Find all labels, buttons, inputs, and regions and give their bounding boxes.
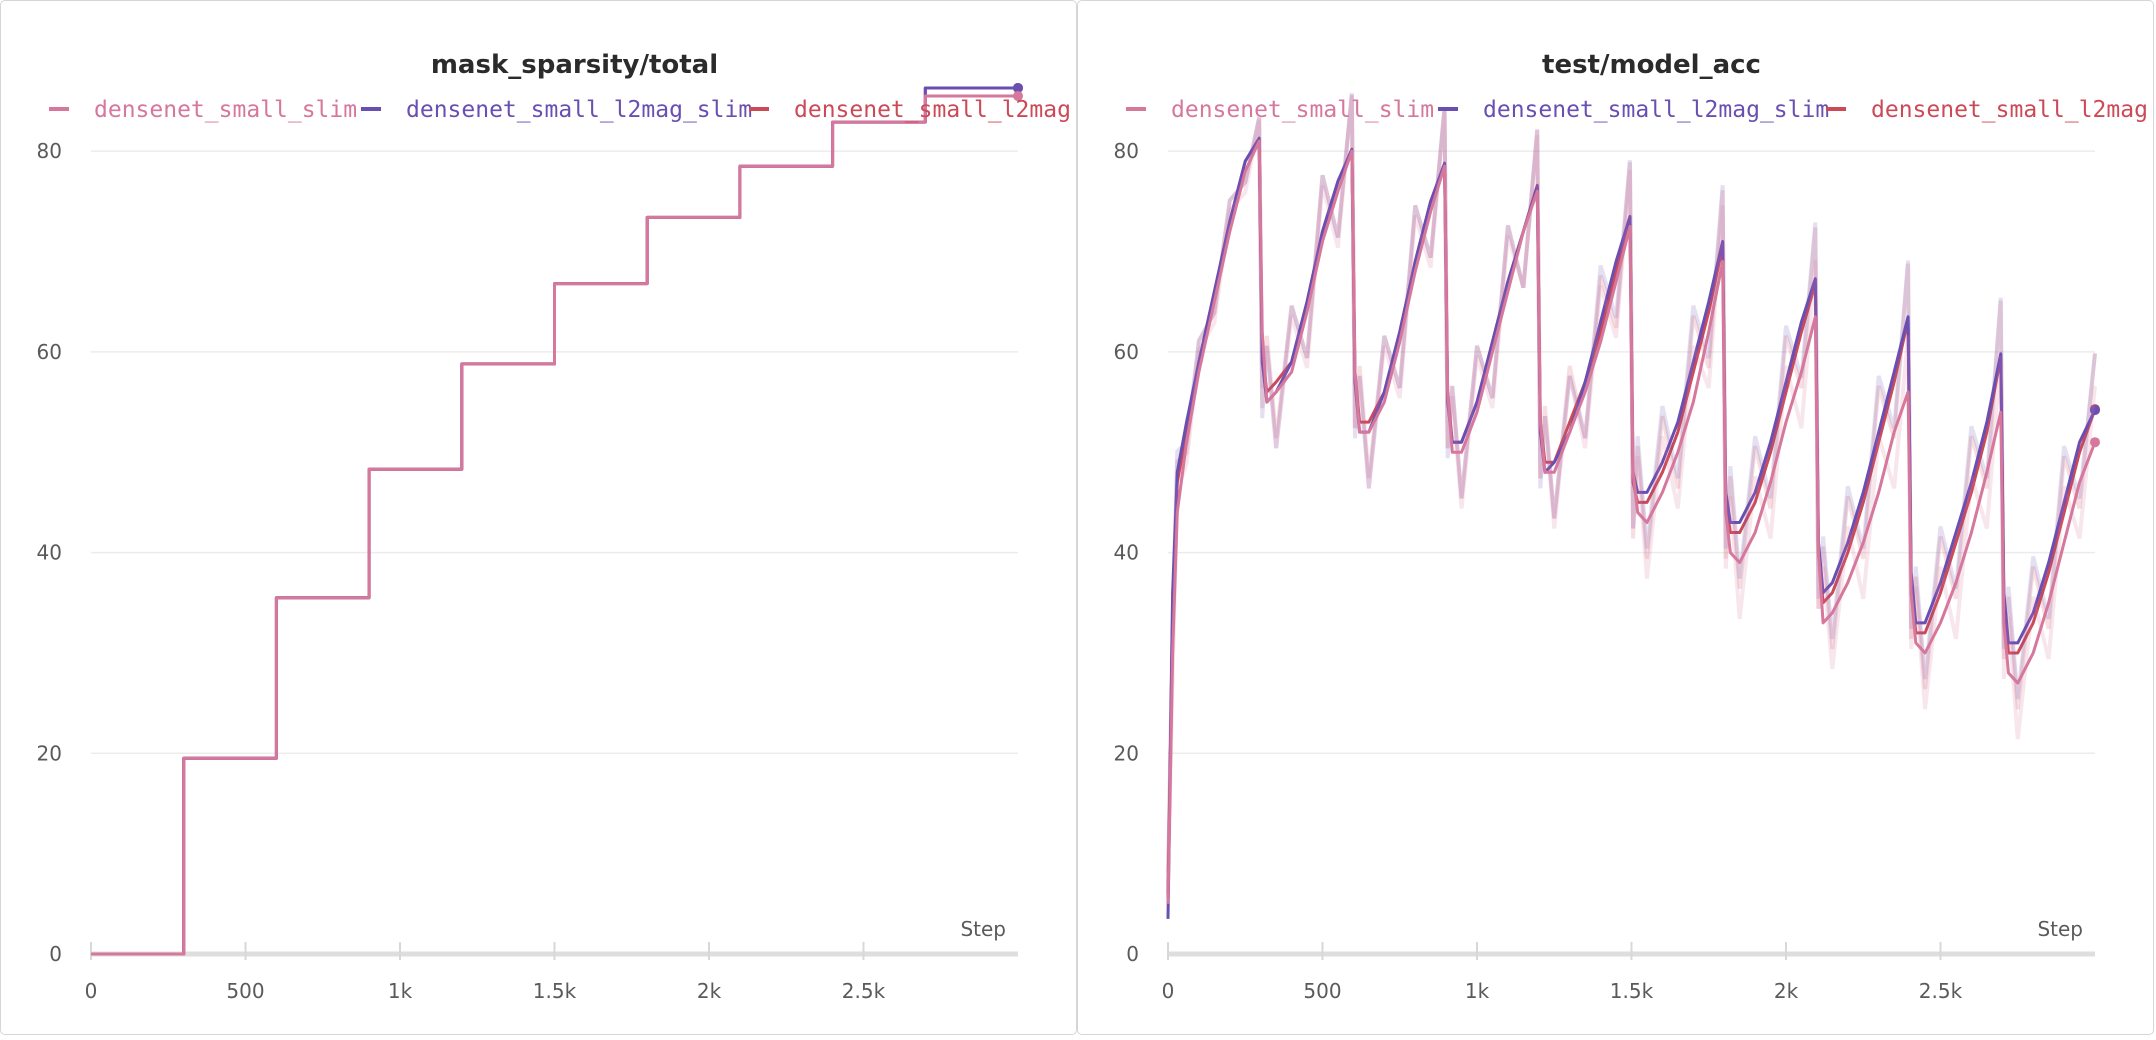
x-tick-label: 2k (697, 979, 722, 1003)
x-tick-label: 1.5k (533, 979, 577, 1003)
y-tick-label: 20 (37, 741, 62, 765)
series-end-point-densenet-small-l2mag-slim (1013, 82, 1023, 93)
series-line-densenet-small-slim (1166, 139, 2097, 904)
series-raw-densenet-small-l2mag-slim (1166, 92, 2097, 898)
y-tick-label: 20 (1114, 741, 1139, 765)
x-axis-label: Step (960, 917, 1006, 941)
x-tick-label: 500 (226, 979, 264, 1003)
x-tick-label: 1k (1465, 979, 1490, 1003)
series-end-point-densenet-small-l2mag-slim (2090, 405, 2100, 416)
chart-panel-mask-sparsity[interactable]: mask_sparsity/total 0 20 40 60 80 0 500 1k 1.5k 2k… (0, 0, 1077, 1035)
legend-label-densenet-small-l2mag-slim: densenet_small_l2mag_slim (1483, 97, 1829, 123)
x-axis-label: Step (2037, 917, 2083, 941)
x-tick-label: 1.5k (1610, 979, 1654, 1003)
x-tick-label: 0 (1162, 979, 1175, 1003)
x-tick-label: 0 (85, 979, 98, 1003)
x-tick-label: 2.5k (842, 979, 886, 1003)
legend-label-densenet-small-slim: densenet_small_slim (94, 97, 357, 123)
chart-title: mask_sparsity/total (431, 50, 718, 80)
series-line-densenet-small-l2mag (91, 86, 1018, 956)
x-tick-label: 2.5k (1919, 979, 1963, 1003)
series-line-densenet-small-slim (91, 94, 1018, 956)
chart-svg: mask_sparsity/total 0 20 40 60 80 0 500 1k 1.5k 2k… (37, 50, 1071, 1003)
legend-label-densenet-small-l2mag: densenet_small_l2mag (794, 97, 1071, 123)
series-end-point-densenet-small-slim (1013, 90, 1023, 101)
series-raw-densenet-small-slim (1166, 94, 2097, 883)
y-tick-label: 80 (37, 139, 62, 163)
y-tick-label: 60 (1114, 340, 1139, 364)
x-tick-label: 1k (388, 979, 413, 1003)
legend-label-densenet-small-slim: densenet_small_slim (1171, 97, 1434, 123)
y-tick-label: 40 (37, 541, 62, 565)
y-tick-label: 40 (1114, 541, 1139, 565)
x-tick-label: 500 (1303, 979, 1341, 1003)
series-line-densenet-small-l2mag-slim (91, 86, 1018, 956)
series-end-point-densenet-small-slim (2090, 437, 2100, 448)
y-tick-label: 60 (37, 340, 62, 364)
series-line-densenet-small-l2mag-slim (1166, 136, 2097, 919)
chart-title: test/model_acc (1542, 50, 1761, 80)
y-tick-label: 0 (1126, 942, 1139, 966)
chart-panel-model-acc[interactable]: test/model_acc 0 20 40 60 80 0 500 1k 1.5k 2k 2.5k S… (1077, 0, 2154, 1035)
legend-label-densenet-small-l2mag-slim: densenet_small_l2mag_slim (406, 97, 752, 123)
y-tick-label: 80 (1114, 139, 1139, 163)
legend-label-densenet-small-l2mag: densenet_small_l2mag (1871, 97, 2148, 123)
chart-svg: test/model_acc 0 20 40 60 80 0 500 1k 1.5k 2k 2.5k S… (1114, 50, 2148, 1003)
x-tick-label: 2k (1774, 979, 1799, 1003)
y-tick-label: 0 (49, 942, 62, 966)
